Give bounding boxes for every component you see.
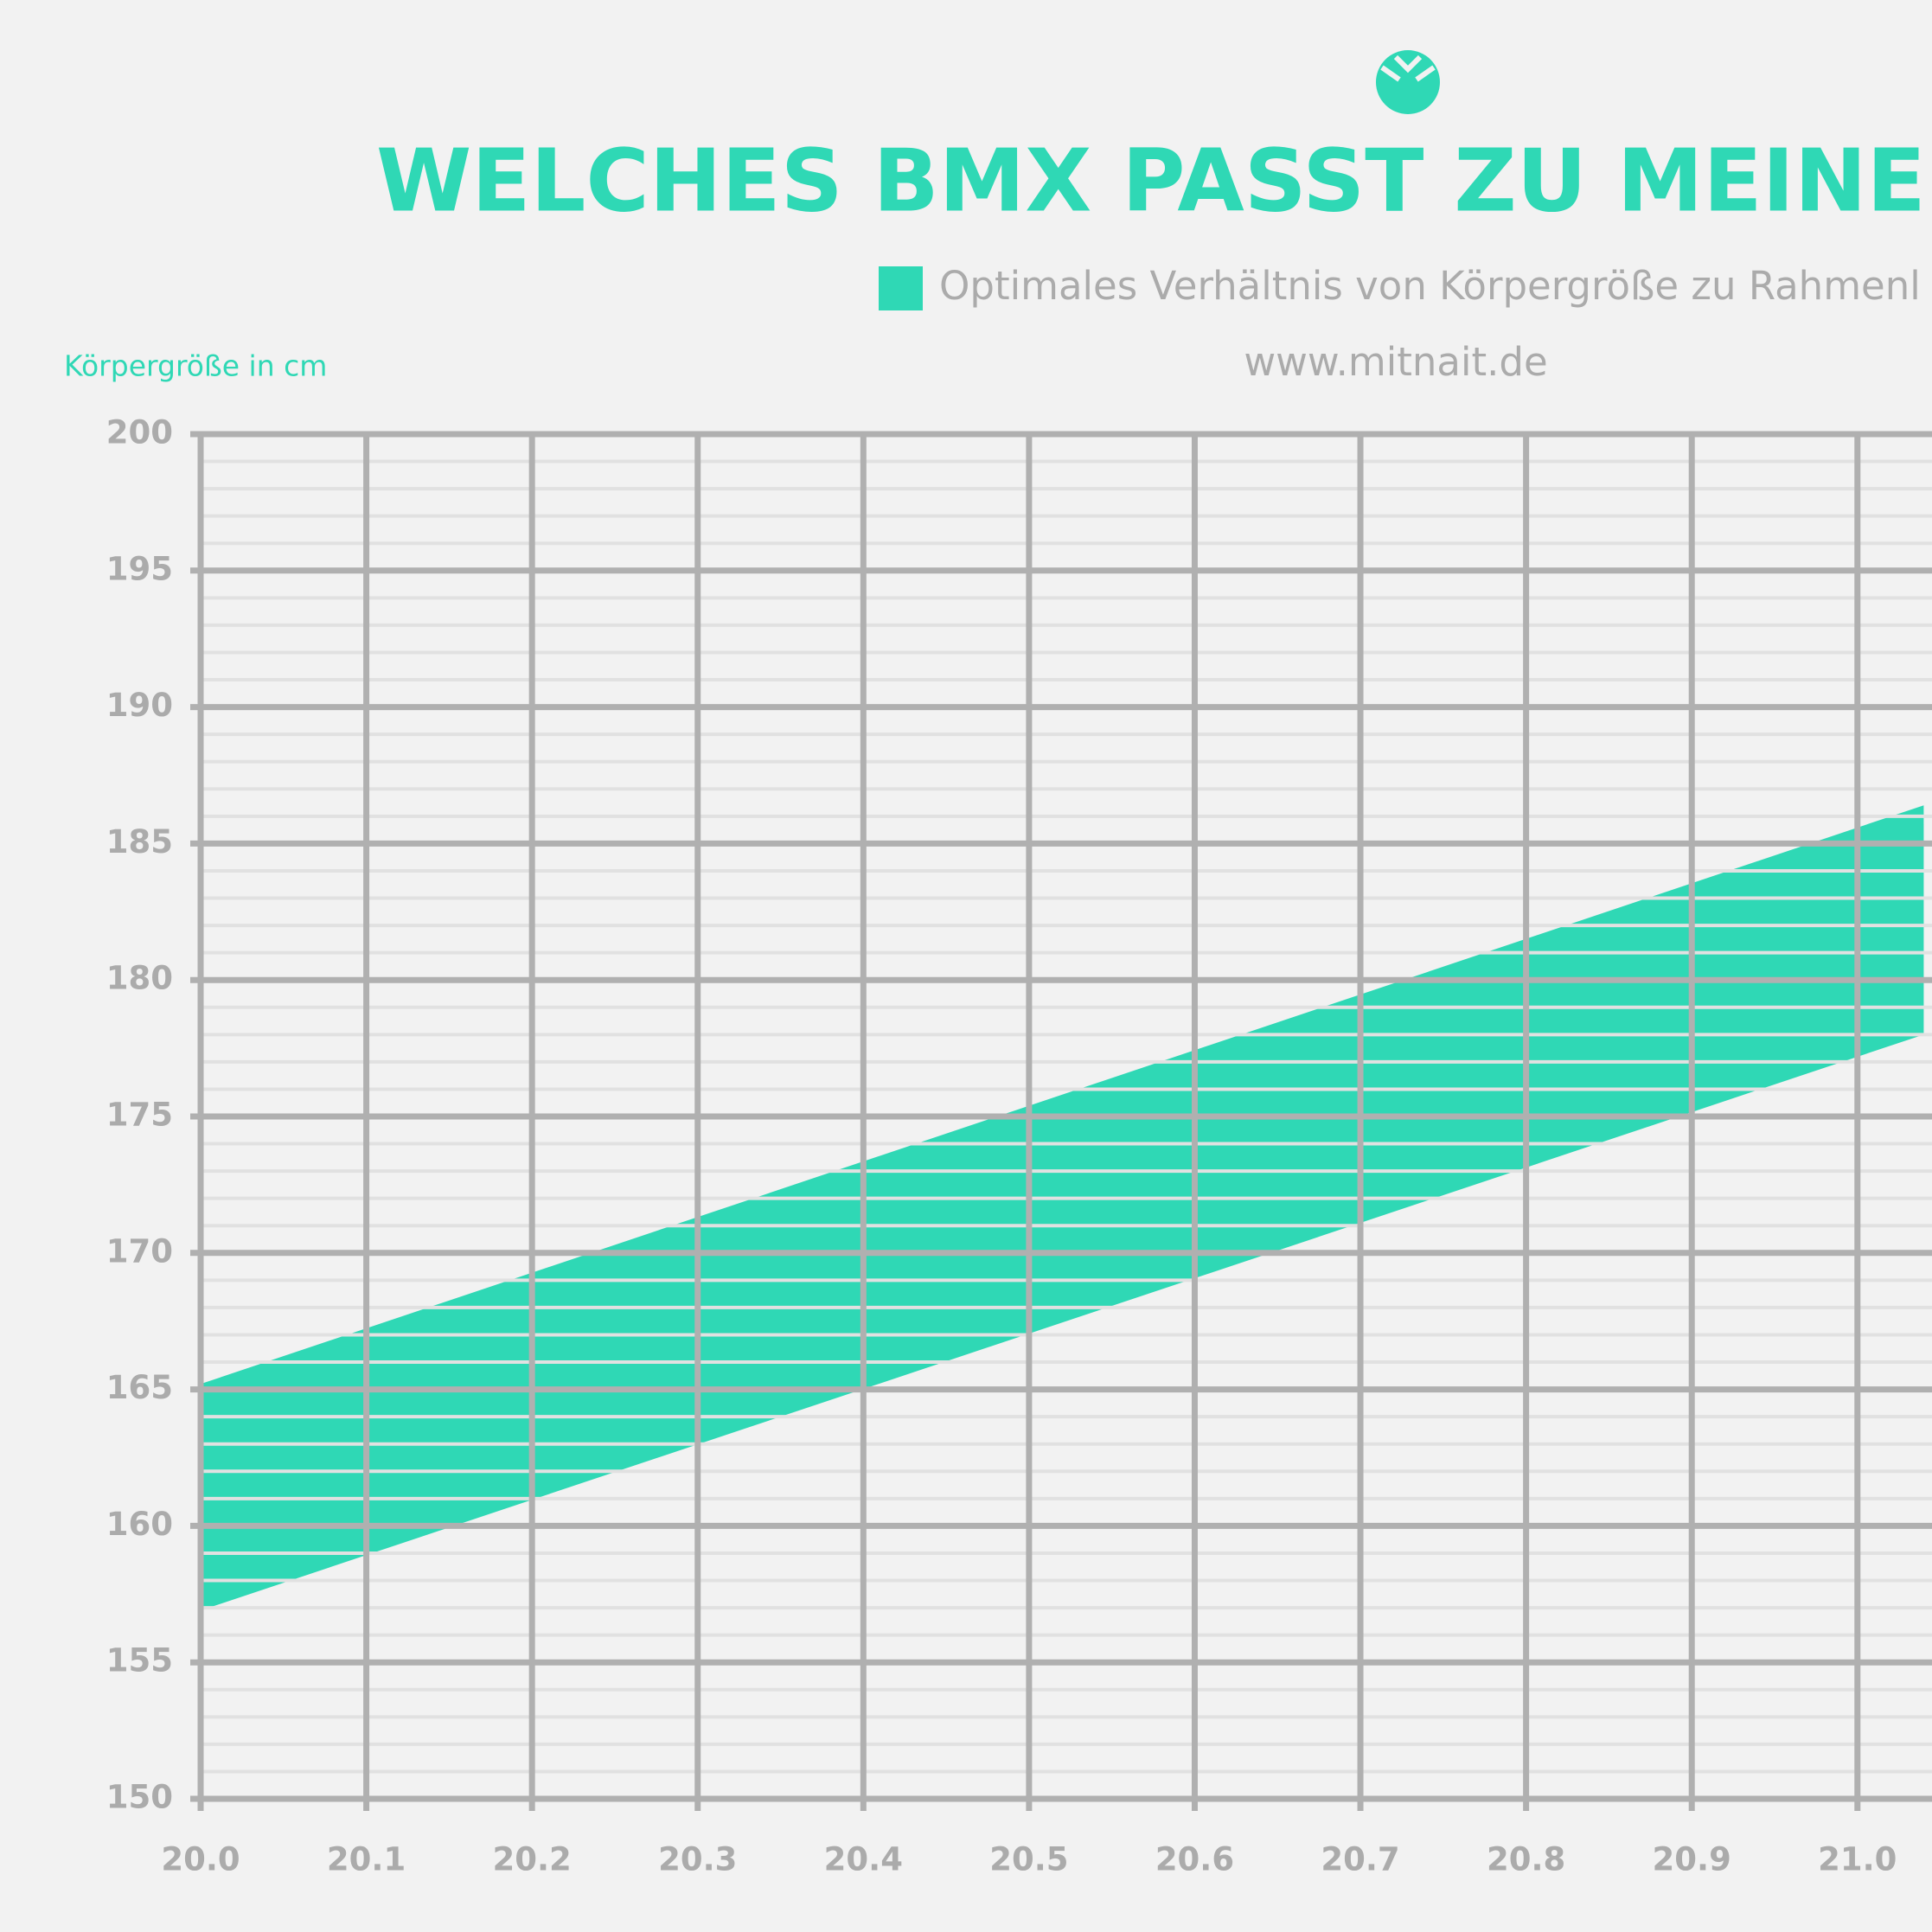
logo-circle (1376, 50, 1440, 114)
chart-title: WELCHES BMX PASST ZU MEINER KÖ (376, 130, 1932, 231)
y-tick-label: 165 (106, 1369, 173, 1406)
x-tick-label: 20.3 (658, 1841, 737, 1878)
x-tick-label: 20.2 (493, 1841, 572, 1878)
y-axis-label: Körpergröße in cm (64, 349, 327, 383)
legend-label: Optimales Verhältnis von Körpergröße zu … (939, 263, 1921, 309)
x-tick-label: 20.6 (1155, 1841, 1234, 1878)
y-tick-label: 190 (106, 687, 173, 724)
x-tick-label: 20.1 (327, 1841, 406, 1878)
x-tick-label: 20.9 (1653, 1841, 1731, 1878)
x-tick-label: 21.0 (1818, 1841, 1897, 1878)
logo-mark (1380, 54, 1436, 82)
logo (1376, 50, 1440, 114)
y-tick-label: 150 (106, 1779, 173, 1816)
source: www.mitnait.de (1244, 339, 1547, 385)
x-tick-label: 20.7 (1321, 1841, 1399, 1878)
y-tick-label: 160 (106, 1506, 173, 1543)
x-tick-label: 20.8 (1487, 1841, 1565, 1878)
x-tick-label: 20.5 (989, 1841, 1068, 1878)
y-tick-label: 195 (106, 550, 173, 587)
x-tick-label: 20.0 (161, 1841, 240, 1878)
y-tick-label: 175 (106, 1097, 173, 1134)
y-tick-label: 155 (106, 1642, 173, 1679)
legend-swatch (879, 266, 923, 310)
y-tick-label: 170 (106, 1232, 173, 1270)
y-tick-label: 200 (106, 414, 173, 451)
x-tick-label: 20.4 (824, 1841, 903, 1878)
y-tick-label: 180 (106, 960, 173, 997)
y-tick-label: 185 (106, 823, 173, 860)
